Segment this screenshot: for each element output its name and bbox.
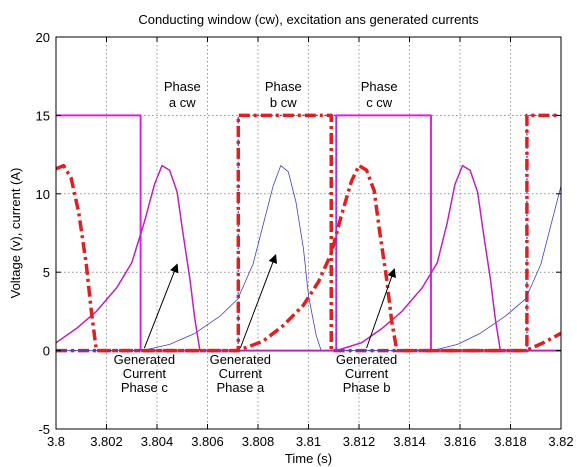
x-tick-label: 3.806 — [191, 434, 224, 449]
y-tick-label: 0 — [43, 344, 50, 359]
series-exc-a — [56, 165, 337, 351]
annotation-text: Phase — [164, 79, 201, 94]
x-tick-label: 3.81 — [296, 434, 321, 449]
annotation-text: Generated — [210, 352, 271, 367]
annotation-text: Phase — [265, 79, 302, 94]
annotation-text: Current — [219, 366, 263, 381]
annotation-text: Current — [123, 366, 167, 381]
x-tick-label: 3.816 — [444, 434, 477, 449]
annotation-text: Generated — [336, 352, 397, 367]
y-tick-label: 20 — [36, 30, 50, 45]
annotation-text: Generated — [114, 352, 175, 367]
series-gen-b — [56, 163, 561, 353]
x-tick-label: 3.818 — [494, 434, 527, 449]
annotation-arrow — [239, 254, 278, 349]
annotation-text: c cw — [366, 95, 393, 110]
y-tick-label: 10 — [36, 187, 50, 202]
x-tick-label: 3.812 — [343, 434, 376, 449]
y-tick-label: -5 — [38, 422, 50, 437]
series-exc-b — [336, 185, 561, 351]
plot-frame — [55, 36, 562, 430]
x-tick-label: 3.808 — [242, 434, 275, 449]
annotation-text: a cw — [169, 95, 196, 110]
annotation-text: Phase a — [216, 380, 264, 395]
annotation-arrow — [143, 263, 179, 349]
annotation-text: Phase c — [121, 380, 168, 395]
axes-layer: 3.8 3.802 3.804 3.806 3.808 3.81 3.812 3.814 3.8… — [36, 30, 574, 449]
series-layer — [56, 113, 561, 353]
x-tick-label: 3.814 — [393, 434, 426, 449]
x-tick-label: 3.8 — [47, 434, 65, 449]
series-cw-b-dashdot — [56, 113, 561, 353]
annotation-text: Current — [345, 366, 389, 381]
annotation-text: Phase — [361, 79, 398, 94]
series-gen-c — [56, 164, 561, 352]
chart-title: Conducting window (cw), excitation ans g… — [138, 12, 479, 27]
y-tick-label: 15 — [36, 108, 50, 123]
annotation-arrow — [366, 268, 396, 349]
x-tick-label: 3.802 — [90, 434, 123, 449]
x-axis-label: Time (s) — [285, 451, 332, 466]
x-tick-label: 3.82 — [548, 434, 573, 449]
y-tick-label: 5 — [43, 265, 50, 280]
annotation-text: b cw — [270, 95, 297, 110]
annotation-text: Phase b — [343, 380, 391, 395]
x-tick-label: 3.804 — [141, 434, 174, 449]
y-axis-label: Voltage (v), current (A) — [8, 168, 23, 299]
